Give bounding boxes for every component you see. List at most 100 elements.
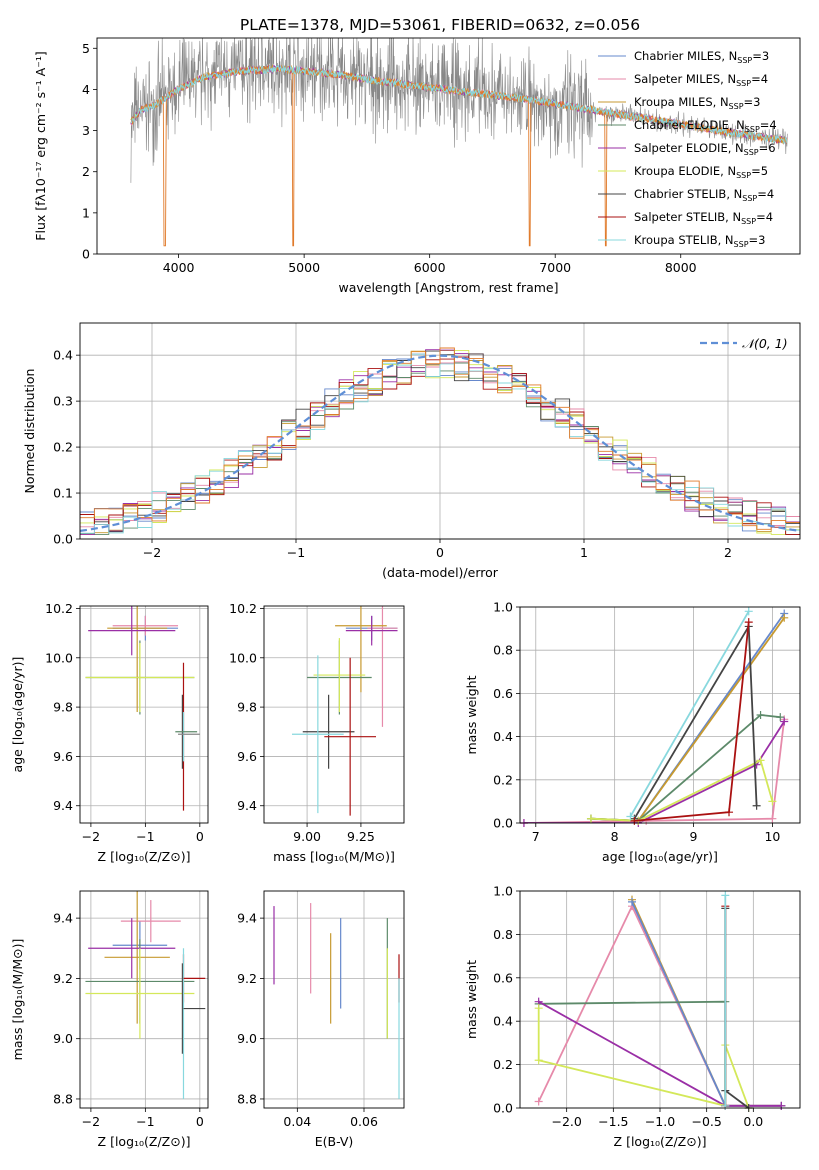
y-tick-label: 0.4 bbox=[53, 348, 73, 363]
y-tick-label: 10.2 bbox=[45, 601, 73, 616]
mass-weight-marker bbox=[534, 1097, 543, 1106]
legend-label: Chabrier ELODIE, N bbox=[634, 118, 745, 132]
y-tick-label: 0.0 bbox=[493, 1101, 513, 1116]
y-tick-label: 0.0 bbox=[53, 532, 73, 547]
legend-subscript: SSP bbox=[736, 79, 751, 88]
mass-weight-marker bbox=[752, 801, 761, 810]
legend-count: =3 bbox=[744, 95, 761, 109]
mass-weight-marker bbox=[626, 812, 635, 821]
mass-weight-marker bbox=[628, 897, 636, 906]
legend-entry: Salpeter MILES, NSSP=4 bbox=[634, 72, 768, 88]
mass-weight-marker bbox=[725, 808, 734, 817]
y-tick-label: 0 bbox=[82, 247, 90, 262]
legend-entry: Chabrier STELIB, NSSP=4 bbox=[634, 187, 774, 203]
legend-subscript: SSP bbox=[741, 217, 756, 226]
legend-count: =6 bbox=[759, 141, 776, 155]
x-tick-label: 7 bbox=[532, 829, 540, 844]
age-vs-metallicity-chart: −2 −1 0 9.4 9.6 9.8 10.0 10.2 Z [log₁₀(Z/Z⊙)] age… bbox=[10, 601, 209, 864]
mass-weight-marker bbox=[721, 891, 730, 900]
legend-label: Kroupa MILES, N bbox=[634, 95, 729, 109]
x-tick-label: 8 bbox=[611, 829, 619, 844]
axes-frame bbox=[79, 890, 209, 1109]
y-tick-label: 9.6 bbox=[53, 749, 73, 764]
y-tick-label: 9.0 bbox=[53, 1031, 73, 1046]
mass-weight-line bbox=[523, 721, 785, 823]
legend-count: =4 bbox=[751, 72, 768, 86]
mass-weight-marker bbox=[756, 711, 765, 719]
x-tick-label: 10 bbox=[764, 829, 780, 844]
legend-label: Chabrier STELIB, N bbox=[634, 187, 742, 201]
legend-subscript: SSP bbox=[745, 125, 760, 134]
axes-frame bbox=[79, 322, 801, 540]
legend-count: =4 bbox=[757, 187, 774, 201]
mass-vs-extinction-chart: 0.04 0.06 8.8 9.0 9.2 9.4 E(B-V) bbox=[237, 890, 405, 1149]
legend-subscript: SSP bbox=[742, 194, 757, 203]
mass-weight-marker bbox=[744, 618, 753, 627]
legend-count: =3 bbox=[749, 233, 766, 247]
legend-entry: Salpeter ELODIE, NSSP=6 bbox=[634, 141, 776, 157]
y-tick-label: 5 bbox=[82, 41, 90, 56]
axes-frame bbox=[519, 606, 801, 824]
x-tick-label: 0 bbox=[436, 545, 444, 560]
mass-weight-line bbox=[590, 759, 774, 822]
y-tick-label: 9.0 bbox=[237, 1031, 257, 1046]
mass-weight-line bbox=[523, 719, 786, 823]
x-tick-label: −2 bbox=[82, 1114, 100, 1129]
x-axis-label: E(B-V) bbox=[315, 1134, 354, 1149]
y-tick-label: 9.4 bbox=[53, 798, 73, 813]
mass-weight-marker bbox=[721, 1101, 730, 1110]
legend-label: Kroupa STELIB, N bbox=[634, 233, 734, 247]
x-axis-label: Z [log₁₀(Z/Z⊙)] bbox=[98, 1134, 191, 1149]
legend-label: Kroupa ELODIE, N bbox=[634, 164, 736, 178]
legend-count: =4 bbox=[756, 210, 773, 224]
mass-weight-marker bbox=[534, 1004, 543, 1013]
legend-count: =3 bbox=[752, 49, 769, 63]
y-tick-label: 2 bbox=[82, 164, 90, 179]
mass-weight-marker bbox=[777, 1101, 786, 1110]
y-tick-label: 0.2 bbox=[53, 440, 73, 455]
mass-weight-line bbox=[629, 610, 750, 817]
axes-frame bbox=[263, 605, 405, 824]
legend-entry: 𝒩(0, 1) bbox=[742, 336, 788, 351]
x-tick-label: 1 bbox=[580, 545, 588, 560]
x-tick-label: 0 bbox=[196, 1114, 204, 1129]
x-tick-label: −1 bbox=[136, 1114, 154, 1129]
x-axis-label: wavelength [Angstrom, rest frame] bbox=[338, 280, 558, 295]
legend-entry: Salpeter STELIB, NSSP=4 bbox=[634, 210, 773, 226]
legend-subscript: SSP bbox=[736, 171, 751, 180]
legend-label: Salpeter STELIB, N bbox=[634, 210, 741, 224]
gaussian-curve bbox=[80, 354, 800, 532]
y-tick-label: 0.3 bbox=[53, 394, 73, 409]
age-vs-mass-chart: 9.00 9.25 9.4 9.6 9.8 10.0 10.2 mass [log₁₀(M/M… bbox=[229, 601, 405, 864]
y-tick-label: 0.4 bbox=[493, 1014, 513, 1029]
figure-title: PLATE=1378, MJD=53061, FIBERID=0632, z=0… bbox=[240, 16, 640, 34]
y-tick-label: 1.0 bbox=[493, 600, 513, 615]
x-tick-label: 9 bbox=[690, 829, 698, 844]
legend-entry: Kroupa MILES, NSSP=3 bbox=[634, 95, 760, 111]
y-tick-label: 4 bbox=[82, 82, 90, 97]
legend-entry: Kroupa ELODIE, NSSP=5 bbox=[634, 164, 768, 180]
x-tick-label: 0.04 bbox=[283, 1114, 311, 1129]
legend-subscript: SSP bbox=[744, 148, 759, 157]
mass-weight-marker bbox=[756, 756, 765, 765]
legend-label: Chabrier MILES, N bbox=[634, 49, 737, 63]
y-axis-label: age [log₁₀(age/yr)] bbox=[10, 657, 25, 773]
axes-frame bbox=[519, 890, 801, 1109]
mass-weight-marker bbox=[768, 797, 777, 806]
x-tick-label: 9.00 bbox=[293, 829, 321, 844]
y-axis-label: mass [log₁₀(M/M⊙)] bbox=[10, 939, 25, 1061]
y-tick-label: 10.2 bbox=[229, 601, 257, 616]
model-spectrum-line bbox=[130, 64, 788, 145]
axes-frame bbox=[263, 890, 405, 1109]
y-tick-label: 1 bbox=[82, 205, 90, 220]
x-tick-label: −0.5 bbox=[691, 1114, 721, 1129]
y-axis-label: mass weight bbox=[464, 675, 479, 754]
x-axis-label: age [log₁₀(age/yr)] bbox=[602, 849, 718, 864]
axes-frame bbox=[79, 605, 209, 824]
residual-histogram-chart: −2 −1 0 1 2 0.0 0.1 0.2 0.3 0.4 (data-model)/error… bbox=[22, 322, 801, 580]
x-axis-label: mass [log₁₀(M/M⊙)] bbox=[273, 849, 395, 864]
y-axis-label: Normed distribution bbox=[22, 369, 37, 494]
legend-entry: Chabrier MILES, NSSP=3 bbox=[634, 49, 769, 65]
y-tick-label: 0.1 bbox=[53, 486, 73, 501]
